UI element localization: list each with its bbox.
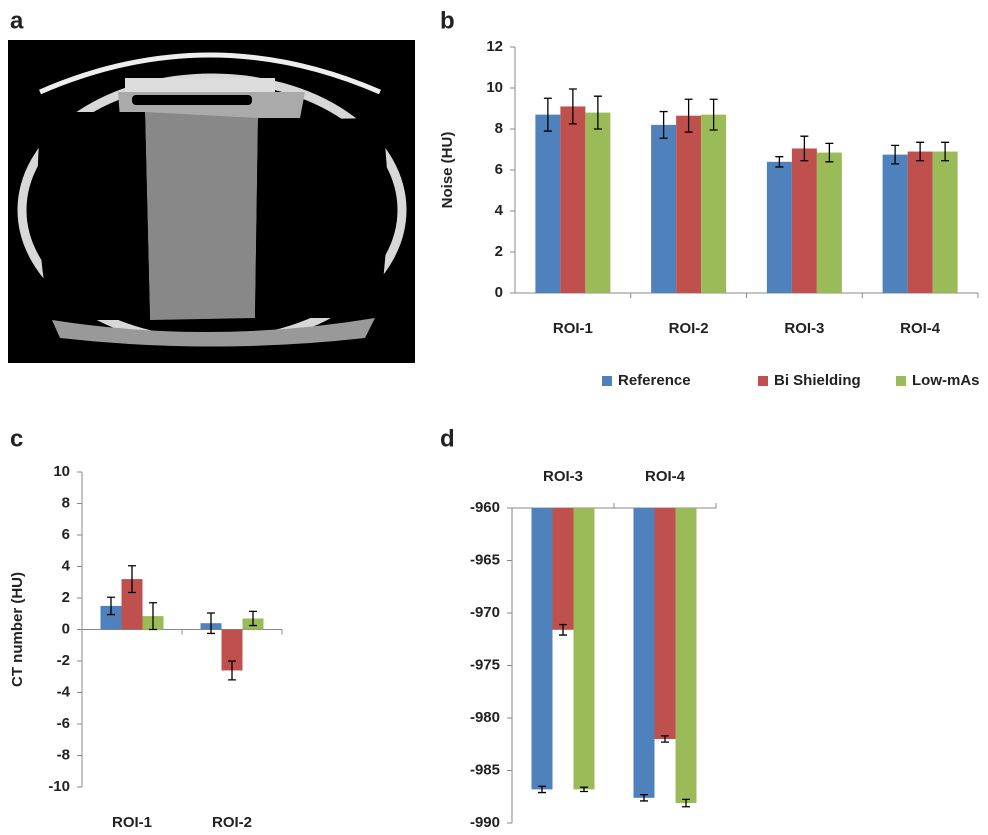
y-tick-label: 6 [495,161,503,178]
y-tick-label: 10 [53,463,70,480]
ct-image [8,40,415,363]
x-tick-label: ROI-4 [645,468,686,485]
legend-swatch [602,376,612,386]
y-tick-label: -965 [470,551,500,568]
bar [535,115,560,293]
y-tick-label: -985 [470,761,500,778]
y-tick-label: -960 [470,499,500,516]
panel-label: b [440,7,455,34]
y-tick-label: 2 [62,589,70,606]
x-tick-label: ROI-2 [212,814,252,831]
y-tick-label: 10 [486,79,503,96]
bar [676,116,701,293]
bar [767,162,792,293]
bar [651,125,676,293]
y-tick-label: -980 [470,709,500,726]
bar [701,115,726,293]
y-axis-label: Noise (HU) [439,132,456,209]
bar [908,152,933,293]
y-tick-label: -2 [57,652,70,669]
bar [553,508,574,630]
y-axis-label: CT number (HU) [9,572,26,687]
x-tick-label: ROI-1 [553,320,593,337]
y-tick-label: 0 [62,620,70,637]
y-tick-label: -975 [470,656,500,673]
legend-label: Low-mAs [912,372,980,389]
bar [817,153,842,293]
y-tick-label: 12 [486,38,503,55]
panel-label: d [440,425,455,452]
legend-label: Reference [618,372,691,389]
y-tick-label: 8 [62,494,70,511]
bar [585,113,610,293]
legend-label: Bi Shielding [774,372,861,389]
y-tick-label: 2 [495,243,503,260]
y-tick-label: -10 [48,778,70,795]
y-tick-label: 4 [62,557,71,574]
bar [676,508,697,803]
y-tick-label: 6 [62,526,70,543]
x-tick-label: ROI-3 [543,468,583,485]
bar [574,508,595,789]
legend-swatch [896,376,906,386]
bar [532,508,553,789]
figure: a b Noise (HU) 0 2 4 6 8 10 12 ROI-1 ROI-2 ROI-3 ROI… [0,0,988,835]
x-tick-label: ROI-1 [112,814,152,831]
x-tick-label: ROI-4 [900,320,941,337]
y-tick-label: 0 [495,284,503,301]
y-tick-label: -970 [470,604,500,621]
bar [933,152,958,293]
y-tick-label: 8 [495,120,503,137]
x-tick-label: ROI-3 [784,320,824,337]
y-tick-label: -8 [57,746,70,763]
bar [655,508,676,739]
legend-swatch [758,376,768,386]
panel-label: a [10,7,24,34]
panel-label: c [10,425,23,452]
y-tick-label: -4 [57,683,71,700]
bar [792,148,817,293]
bar [634,508,655,798]
y-tick-label: 4 [495,202,504,219]
y-tick-label: -990 [470,814,500,831]
bar [883,155,908,293]
bar [560,106,585,293]
x-tick-label: ROI-2 [669,320,709,337]
y-tick-label: -6 [57,715,70,732]
